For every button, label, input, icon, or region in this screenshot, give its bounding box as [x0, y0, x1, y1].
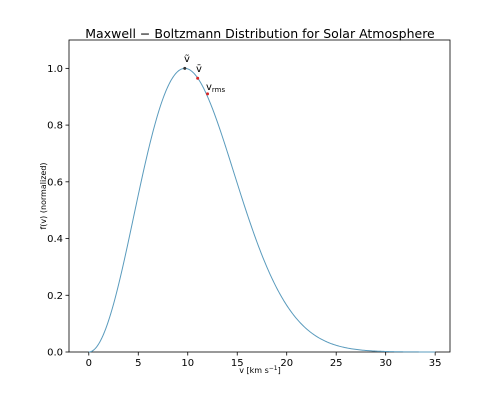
speed-marker — [183, 66, 187, 70]
y-axis: 0.0 0.2 0.4 0.6 0.8 1.0 — [47, 64, 69, 359]
y-axis-label: f(v) (normalized) — [39, 162, 48, 229]
x-tick-label: 35 — [429, 358, 442, 369]
x-tick-label: 5 — [135, 358, 141, 369]
distribution-curve — [88, 67, 436, 353]
y-tick-label: 0.6 — [47, 177, 63, 188]
rms-speed-label: vrms — [206, 82, 225, 94]
x-axis: 0 5 10 15 20 25 30 35 — [86, 352, 442, 369]
chart-title: Maxwell − Boltzmann Distribution for Sol… — [85, 26, 435, 41]
y-tick-label: 0.0 — [47, 348, 63, 359]
plot-frame — [68, 39, 451, 353]
x-tick-label: 10 — [181, 358, 194, 369]
speed-marker — [206, 92, 210, 96]
x-tick-label: 30 — [379, 358, 392, 369]
x-tick-label: 0 — [86, 358, 92, 369]
y-tick-label: 1.0 — [47, 64, 63, 75]
most-probable-speed-label: ṽ — [184, 54, 190, 65]
x-tick-label: 20 — [280, 358, 293, 369]
mean-speed-label: v̄ — [196, 64, 202, 75]
x-tick-label: 25 — [330, 358, 343, 369]
x-axis-label: v [km s−1] — [239, 365, 281, 375]
speed-marker — [196, 76, 200, 80]
x-tick-label: 15 — [231, 358, 244, 369]
y-tick-label: 0.2 — [47, 291, 63, 302]
speed-markers — [183, 66, 210, 96]
y-tick-label: 0.4 — [47, 234, 63, 245]
y-tick-label: 0.8 — [47, 121, 63, 132]
